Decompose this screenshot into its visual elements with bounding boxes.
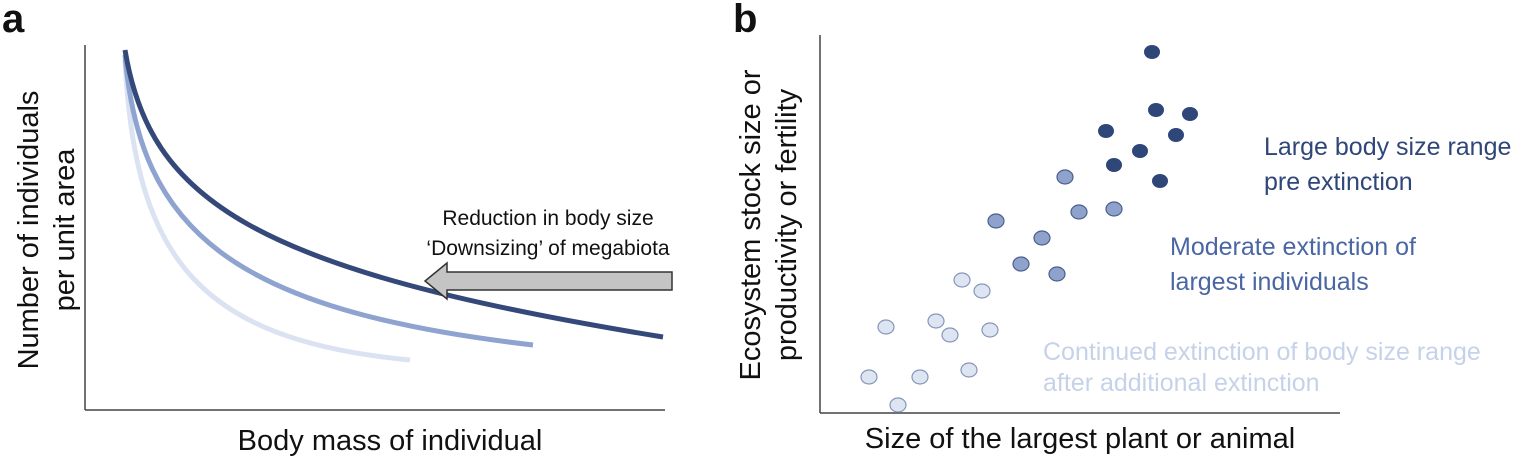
x-axis-label: Body mass of individual [238,425,543,457]
points-medium [987,169,1123,282]
curve [122,59,411,363]
y-label-line: Ecosystem stock size or [735,69,767,380]
curve [122,54,534,348]
points-light [860,272,999,413]
arrow-text: Reduction in body size [442,207,653,230]
arrow-text: ‘Downsizing’ of megabiota [426,237,670,260]
y-label-line: productivity or fertility [771,88,803,361]
x-axis-label: Size of the largest plant or animal [865,423,1295,455]
y-axis-label: Number of individuals per unit area [13,91,81,370]
arrow [423,261,673,301]
points-dark [1098,45,1198,188]
y-label-line: per unit area [49,148,81,312]
panel-label: a [2,0,25,41]
y-label-line: Number of individuals [13,91,45,370]
group-text: Continued extinction of body size range [1043,338,1481,366]
curve [122,49,664,340]
group-text: pre extinction [1264,168,1413,196]
group-text: Moderate extinction of [1170,233,1416,261]
panel-label: b [733,0,757,41]
group-text: after additional extinction [1043,369,1320,397]
group-text: Large body size range [1264,133,1511,161]
group-text: largest individuals [1170,268,1369,296]
y-axis-label: Ecosystem stock size or productivity or … [735,69,803,380]
